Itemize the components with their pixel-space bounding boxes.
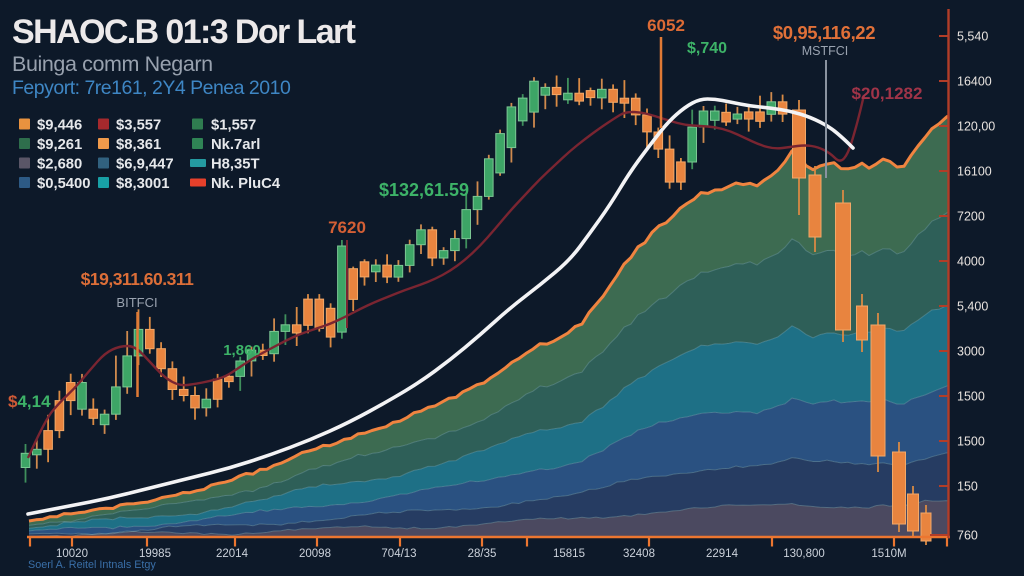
- svg-text:BITFCI: BITFCI: [116, 295, 157, 310]
- svg-text:15815: 15815: [553, 548, 585, 560]
- svg-text:19985: 19985: [139, 548, 171, 560]
- svg-text:MSTFCI: MSTFCI: [802, 44, 849, 58]
- svg-text:130,800: 130,800: [783, 548, 825, 560]
- svg-text:$1,557: $1,557: [211, 118, 256, 134]
- svg-text:$0,5400: $0,5400: [37, 176, 91, 192]
- svg-text:5,540: 5,540: [957, 30, 988, 44]
- svg-text:Buinga comm Negarn: Buinga comm Negarn: [12, 52, 213, 76]
- svg-text:6052: 6052: [647, 16, 685, 35]
- svg-text:16400: 16400: [957, 75, 992, 89]
- svg-text:$8,3001: $8,3001: [116, 176, 170, 192]
- svg-text:16100: 16100: [957, 165, 992, 179]
- svg-text:$20,1282: $20,1282: [852, 84, 923, 103]
- svg-text:28/35: 28/35: [468, 548, 497, 560]
- svg-text:$,740: $,740: [687, 40, 727, 57]
- svg-text:Nk.7arl: Nk.7arl: [211, 137, 260, 153]
- svg-text:Fepyort: 7re161, 2Y4 Penea 201: Fepyort: 7re161, 2Y4 Penea 2010: [12, 77, 291, 99]
- svg-text:SHAOC.B 01:3 Dor Lart: SHAOC.B 01:3 Dor Lart: [12, 13, 356, 51]
- svg-text:7620: 7620: [328, 218, 366, 237]
- svg-text:$3,557: $3,557: [116, 118, 161, 134]
- svg-text:$0,95,116,22: $0,95,116,22: [773, 22, 875, 43]
- svg-text:760: 760: [957, 529, 978, 543]
- svg-text:H8,35T: H8,35T: [211, 157, 260, 173]
- svg-text:$9,261: $9,261: [37, 137, 82, 153]
- svg-text:$4,14: $4,14: [8, 392, 51, 411]
- svg-text:7200: 7200: [957, 210, 985, 224]
- svg-text:10020: 10020: [56, 548, 88, 560]
- svg-text:$132,61.59: $132,61.59: [379, 180, 469, 200]
- svg-text:1500: 1500: [957, 435, 985, 449]
- svg-text:20098: 20098: [299, 548, 331, 560]
- svg-text:4000: 4000: [957, 255, 985, 269]
- svg-text:704/13: 704/13: [381, 548, 416, 560]
- svg-text:$2,680: $2,680: [37, 157, 82, 173]
- svg-text:3000: 3000: [957, 345, 985, 359]
- svg-text:$9,446: $9,446: [37, 118, 82, 134]
- svg-text:1,860: 1,860: [223, 342, 261, 359]
- svg-text:$19,311.60.311: $19,311.60.311: [81, 269, 194, 289]
- svg-text:22914: 22914: [706, 548, 739, 560]
- svg-text:5,400: 5,400: [957, 300, 988, 314]
- svg-text:32408: 32408: [623, 548, 655, 560]
- svg-text:1500: 1500: [957, 390, 985, 404]
- svg-text:120,00: 120,00: [957, 120, 995, 134]
- svg-text:$8,361: $8,361: [116, 137, 161, 153]
- svg-text:$6,9,447: $6,9,447: [116, 157, 174, 173]
- svg-text:Soerl A. Reitel Intnals Etgy: Soerl A. Reitel Intnals Etgy: [28, 559, 156, 571]
- svg-text:Nk. PluC4: Nk. PluC4: [211, 176, 281, 192]
- svg-text:150: 150: [957, 480, 978, 494]
- svg-text:22014: 22014: [216, 548, 249, 560]
- svg-text:1510M: 1510M: [871, 548, 906, 560]
